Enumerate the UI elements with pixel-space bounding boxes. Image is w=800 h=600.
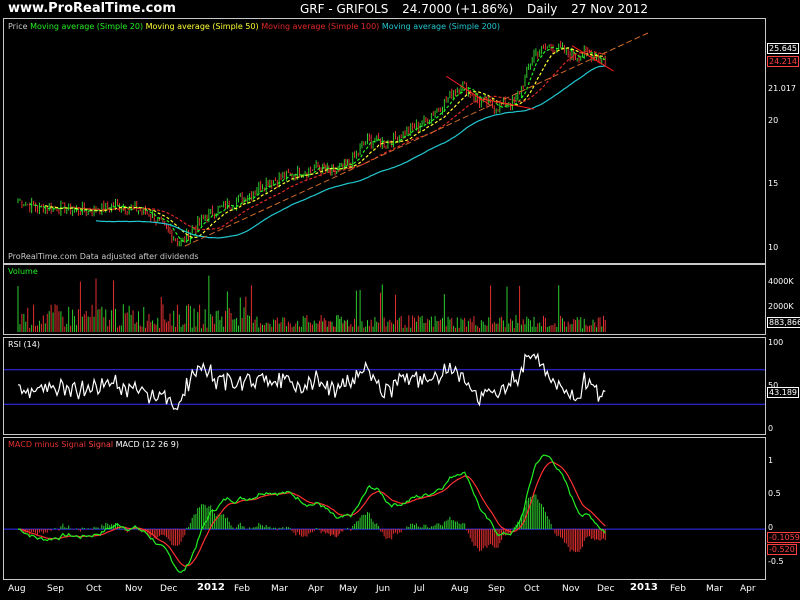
macd-tag-b: -0.520 <box>767 544 797 555</box>
x-tick-label: Aug <box>451 584 469 594</box>
ma100-line <box>72 50 606 231</box>
macd-axis: -0.5 0 0.5 1 <box>766 437 800 580</box>
price-tick-label: 10 <box>768 242 779 252</box>
x-tick-label: Jul <box>414 584 425 594</box>
x-tick-label: 2012 <box>197 582 225 593</box>
volume-panel[interactable]: Volume <box>3 264 766 335</box>
x-tick-label: Nov <box>562 584 580 594</box>
volume-axis: 4000K 2000K <box>766 264 800 335</box>
x-tick-label: Oct <box>524 584 540 594</box>
rsi-panel[interactable]: RSI (14) <box>3 337 766 435</box>
rsi-tag: 43.189 <box>767 387 799 398</box>
rsi-tick-label: 50 <box>768 381 779 390</box>
price-tag: 25.645 <box>767 43 799 54</box>
legend-entry: Moving average (Simple 100) <box>261 22 382 31</box>
volume-legend: Volume <box>8 267 38 276</box>
rsi-line <box>17 352 606 411</box>
ma200-line <box>95 65 606 239</box>
x-tick-label: Aug <box>8 584 26 594</box>
rsi-plot <box>4 352 765 411</box>
date: 27 Nov 2012 <box>571 2 649 16</box>
legend-entry: Moving average (Simple 50) <box>145 22 262 31</box>
macd-tick-label: 0.5 <box>768 489 781 499</box>
ticker-line: GRF - GRIFOLS 24.7000 (+1.86%) Daily 27 … <box>300 2 658 16</box>
x-tick-label: Oct <box>86 584 102 594</box>
macd-legend-signal: Signal <box>88 440 114 449</box>
chart-header: www.ProRealTime.com GRF - GRIFOLS 24.700… <box>0 0 800 18</box>
x-tick-label: Nov <box>125 584 143 594</box>
x-tick-label: Jun <box>376 584 391 594</box>
macd-line <box>18 454 606 573</box>
last-price: 24.7000 (+1.86%) <box>402 2 514 16</box>
x-tick-label: Sep <box>47 584 64 594</box>
price-plot <box>17 32 649 247</box>
rsi-tick-label: 0 <box>768 424 774 433</box>
x-tick-label: Feb <box>670 584 686 594</box>
macd-tick-label: -0.5 <box>768 556 784 566</box>
volume-tick-label: 2000K <box>768 301 794 311</box>
site-name[interactable]: www.ProRealTime.com <box>8 1 176 16</box>
legend-entry: Moving average (Simple 20) <box>30 22 146 31</box>
price-panel[interactable]: Price Moving average (Simple 20) Moving … <box>3 18 766 264</box>
period: Daily <box>526 2 558 16</box>
macd-signal-line <box>18 461 606 567</box>
x-tick-label: Mar <box>271 584 288 594</box>
price-legend: Price Moving average (Simple 20) Moving … <box>8 22 500 31</box>
rsi-tick-label: 100 <box>768 338 784 347</box>
rsi-legend: RSI (14) <box>8 340 40 349</box>
price-axis: 10 15 20 <box>766 18 800 264</box>
macd-panel[interactable]: MACD minus Signal Signal MACD (12 26 9) <box>3 437 766 580</box>
ma200-tag: 21.017 <box>767 84 797 93</box>
x-tick-label: May <box>339 584 358 594</box>
macd-plot <box>4 454 765 573</box>
x-tick-label: Mar <box>706 584 723 594</box>
legend-entry: Moving average (Simple 200) <box>381 22 500 31</box>
x-tick-label: Apr <box>740 584 756 594</box>
x-tick-label: Feb <box>234 584 250 594</box>
price-tick-label: 20 <box>768 115 779 125</box>
ma20-tag: 24.214 <box>767 56 799 67</box>
resistance-line <box>483 98 535 110</box>
macd-tick-label: 1 <box>768 455 774 465</box>
x-tick-label: Dec <box>160 584 178 594</box>
macd-tag-a: -0.1059 <box>767 532 800 543</box>
macd-tick-label: 0 <box>768 523 774 533</box>
resistance-line <box>445 75 491 106</box>
trend-line <box>184 32 649 247</box>
volume-plot <box>17 275 606 332</box>
price-tick-label: 15 <box>768 179 779 189</box>
legend-entry: Price <box>8 22 31 31</box>
macd-legend-hist: MACD minus Signal <box>8 440 86 449</box>
macd-legend: MACD minus Signal Signal MACD (12 26 9) <box>8 440 179 449</box>
ma20-line <box>29 46 606 243</box>
volume-tick-label: 4000K <box>768 277 794 287</box>
x-tick-label: Sep <box>488 584 505 594</box>
resistance-line <box>571 45 614 72</box>
x-tick-label: 2013 <box>630 582 658 593</box>
x-tick-label: Apr <box>308 584 324 594</box>
data-footer: ProRealTime.com Data adjusted after divi… <box>8 252 199 261</box>
rsi-axis: 0 50 100 <box>766 337 800 435</box>
macd-legend-macd: MACD (12 26 9) <box>115 440 179 449</box>
x-tick-label: Dec <box>597 584 615 594</box>
symbol: GRF - GRIFOLS <box>300 2 389 16</box>
volume-tag: 883,866 <box>767 317 800 328</box>
